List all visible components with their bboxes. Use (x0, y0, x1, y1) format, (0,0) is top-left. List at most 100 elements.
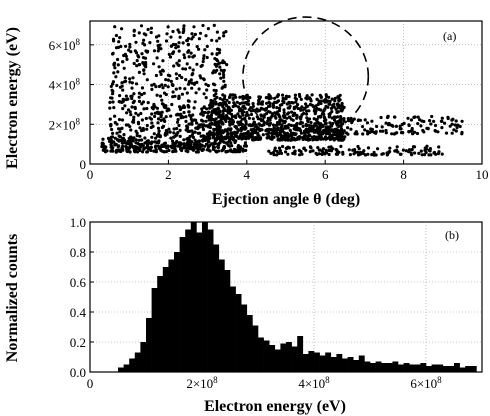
scatter-point (433, 129, 437, 133)
scatter-point (189, 78, 193, 82)
scatter-point (173, 147, 177, 151)
scatter-point (321, 125, 325, 129)
scatter-point (126, 108, 131, 112)
histogram-bar (392, 361, 399, 372)
scatter-point (194, 140, 198, 144)
scatter-point (150, 135, 154, 139)
scatter-point (239, 132, 243, 136)
scatter-point (139, 129, 144, 133)
scatter-point (203, 138, 207, 142)
scatter-point (306, 118, 310, 123)
scatter-point (185, 91, 189, 95)
scatter-point (177, 41, 181, 45)
scatter-point (176, 45, 180, 49)
histogram-bar (179, 237, 186, 372)
scatter-point (177, 143, 182, 147)
scatter-point (186, 150, 190, 154)
scatter-point (202, 92, 206, 96)
scatter-point (198, 146, 202, 151)
scatter-point (214, 117, 218, 121)
scatter-point (152, 49, 157, 53)
scatter-point (136, 113, 140, 117)
scatter-point (245, 136, 249, 140)
scatter-point (281, 93, 285, 97)
scatter-point (170, 146, 174, 150)
scatter-point (295, 116, 299, 120)
scatter-point (416, 115, 420, 119)
scatter-point (264, 128, 268, 133)
scatter-point (334, 107, 338, 111)
scatter-point (413, 115, 417, 119)
scatter-point (195, 45, 199, 49)
scatter-point (335, 110, 339, 114)
scatter-point (335, 152, 340, 156)
scatter-point (180, 75, 184, 80)
scatter-point (216, 106, 220, 110)
scatter-point (254, 123, 258, 127)
scatter-points (100, 23, 464, 157)
scatter-point (157, 141, 161, 145)
scatter-point (122, 133, 126, 137)
scatter-point (187, 99, 191, 103)
scatter-point (137, 95, 141, 99)
scatter-point (177, 113, 181, 117)
scatter-point (310, 93, 314, 97)
scatter-point (126, 139, 130, 144)
scatter-point (116, 70, 120, 74)
scatter-point (450, 131, 454, 135)
scatter-point (190, 81, 194, 85)
scatter-point (158, 135, 162, 139)
scatter-point (132, 99, 136, 103)
histogram-bar (157, 276, 164, 372)
scatter-point (367, 130, 371, 134)
scatter-point (386, 152, 390, 156)
scatter-point (205, 88, 209, 92)
scatter-point (409, 118, 413, 122)
scatter-point (199, 76, 203, 80)
scatter-point (267, 97, 271, 101)
scatter-point (208, 149, 212, 153)
histogram-bar (207, 229, 214, 372)
histogram-bar (151, 288, 158, 372)
scatter-point (124, 44, 128, 48)
scatter-point (189, 117, 193, 121)
scatter-point (215, 30, 219, 34)
scatter-point (161, 59, 165, 63)
scatter-point (128, 77, 132, 81)
scatter-point (164, 39, 169, 43)
histogram-bar (190, 222, 197, 372)
scatter-point (446, 115, 450, 119)
scatter-point (169, 79, 173, 83)
histogram-bar (263, 340, 270, 372)
scatter-point (378, 129, 383, 133)
scatter-point (219, 119, 223, 123)
scatter-point (206, 139, 210, 143)
scatter-point (150, 87, 154, 91)
scatter-point (167, 127, 171, 131)
scatter-point (192, 82, 196, 86)
scatter-point (267, 100, 271, 105)
scatter-point (277, 121, 281, 125)
scatter-point (110, 88, 114, 92)
scatter-point (202, 54, 206, 58)
histogram-bar (314, 352, 320, 372)
scatter-point (376, 147, 380, 151)
scatter-point (319, 108, 323, 112)
scatter-point (116, 45, 121, 50)
histogram-y-axis-title: Normalized counts (4, 234, 21, 362)
scatter-point (353, 148, 357, 152)
scatter-point (222, 75, 226, 79)
scatter-point (297, 137, 301, 141)
scatter-point (153, 149, 157, 153)
scatter-point (305, 109, 309, 113)
scatter-point (134, 141, 138, 145)
scatter-point (333, 99, 337, 103)
scatter-point (202, 123, 206, 127)
scatter-point (121, 88, 125, 92)
scatter-point (237, 147, 241, 151)
scatter-point (177, 30, 181, 34)
scatter-point (327, 148, 331, 153)
scatter-point (326, 126, 330, 130)
scatter-point (248, 123, 252, 127)
